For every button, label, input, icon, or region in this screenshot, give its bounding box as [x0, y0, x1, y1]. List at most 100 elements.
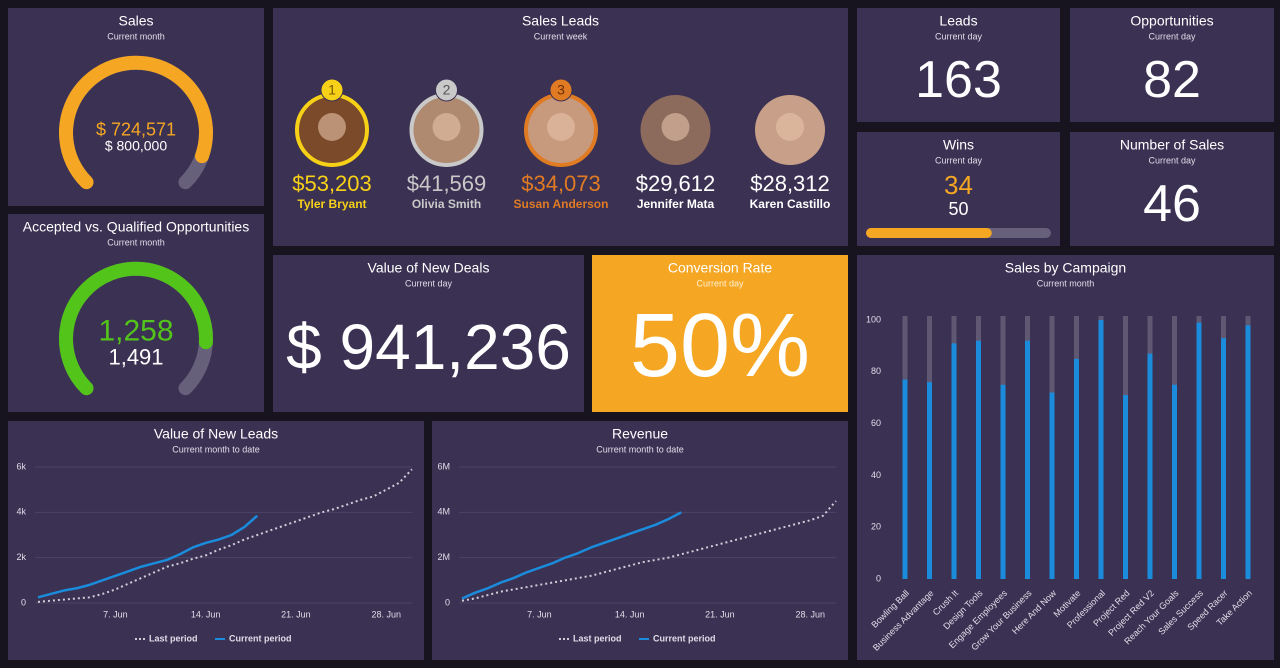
series-line	[37, 468, 413, 603]
panel-subtitle: Current month	[1037, 278, 1095, 288]
y-tick-label: 6k	[16, 461, 26, 471]
bar	[976, 340, 981, 579]
panel-title: Opportunities	[1130, 13, 1213, 29]
panel	[1070, 132, 1274, 246]
bar	[1098, 320, 1104, 579]
y-tick-label: 4k	[16, 507, 26, 517]
leader-name: Jennifer Mata	[637, 197, 715, 211]
y-tick-label: 6M	[437, 461, 450, 471]
panel	[432, 421, 848, 660]
x-tick-label: 14. Jun	[615, 609, 645, 619]
gauge-value: 1,258	[98, 315, 173, 348]
bar	[1147, 353, 1153, 579]
legend-label: Current period	[229, 633, 292, 643]
bar	[951, 343, 957, 579]
y-tick-label: 0	[21, 597, 26, 607]
panel-title: Sales by Campaign	[1005, 260, 1126, 276]
leader-name: Olivia Smith	[412, 197, 481, 211]
x-tick-label: 14. Jun	[191, 609, 221, 619]
rank-badge	[549, 78, 573, 102]
kpi-value: 46	[1143, 175, 1201, 233]
panel	[8, 214, 264, 412]
y-tick-label: 40	[871, 470, 881, 480]
bar	[1049, 392, 1055, 579]
y-tick-label: 60	[871, 418, 881, 428]
panel	[8, 8, 264, 206]
leader-name: Susan Anderson	[514, 197, 609, 211]
bar	[1221, 338, 1226, 579]
panel-subtitle: Current day	[696, 278, 744, 288]
panel-title: Sales Leads	[522, 13, 599, 29]
gauge-max: $ 800,000	[105, 137, 167, 153]
rank-label: 3	[557, 82, 565, 98]
gauge-max: 1,491	[108, 345, 163, 370]
panel	[592, 255, 848, 412]
x-tick-label: 28. Jun	[371, 609, 401, 619]
bar	[1123, 395, 1128, 579]
legend-label: Current period	[653, 633, 716, 643]
panel-subtitle: Current day	[405, 278, 453, 288]
rank-badge	[435, 78, 458, 102]
progress-bar	[866, 228, 992, 238]
kpi-value: 82	[1143, 51, 1201, 109]
y-tick-label: 2M	[437, 552, 450, 562]
kpi-value: 50%	[630, 296, 810, 396]
rank-badge	[320, 78, 344, 102]
leader-value: $28,312	[750, 171, 830, 196]
leader-value: $41,569	[407, 171, 487, 196]
rank-label: 2	[443, 82, 451, 98]
panel-title: Leads	[939, 13, 977, 29]
leader-name: Karen Castillo	[750, 197, 831, 211]
bar	[1025, 340, 1030, 579]
panel-title: Number of Sales	[1120, 137, 1224, 153]
y-tick-label: 4M	[437, 507, 450, 517]
panel-subtitle: Current week	[534, 31, 588, 41]
panel-subtitle: Current month to date	[596, 444, 684, 454]
leader-value: $29,612	[636, 171, 716, 196]
legend-label: Last period	[573, 633, 622, 643]
leader-value: $34,073	[521, 171, 601, 196]
series-line	[461, 511, 682, 600]
panel	[273, 255, 584, 412]
leader-value: $53,203	[292, 171, 372, 196]
panel-title: Value of New Deals	[368, 260, 490, 276]
series-line	[37, 514, 259, 599]
y-tick-label: 20	[871, 522, 881, 532]
panel	[857, 132, 1060, 246]
progress-target: 50	[948, 199, 968, 219]
avatar-face	[776, 113, 804, 141]
panel	[857, 255, 1274, 660]
panel-title: Conversion Rate	[668, 260, 772, 276]
gauge-value: $ 724,571	[96, 119, 176, 139]
y-tick-label: 2k	[16, 552, 26, 562]
panel-title: Wins	[943, 137, 974, 153]
panel-subtitle: Current month to date	[172, 444, 260, 454]
avatar-face	[547, 113, 575, 141]
bar	[927, 382, 932, 579]
bar	[902, 379, 908, 579]
bar	[1172, 384, 1177, 579]
legend-label: Last period	[149, 633, 198, 643]
bar	[1196, 322, 1202, 579]
bar	[1000, 384, 1006, 579]
kpi-value: $ 941,236	[286, 311, 571, 383]
rank-label: 1	[328, 82, 336, 98]
panel-subtitle: Current month	[107, 31, 165, 41]
progress-value: 34	[944, 170, 973, 200]
avatar-face	[318, 113, 346, 141]
y-tick-label: 0	[445, 597, 450, 607]
gauge-arc	[59, 55, 213, 190]
panel-title: Value of New Leads	[154, 426, 278, 442]
panel	[1070, 8, 1274, 122]
panel-title: Accepted vs. Qualified Opportunities	[23, 219, 249, 235]
bar	[1245, 325, 1251, 579]
panel-subtitle: Current day	[1148, 31, 1196, 41]
kpi-value: 163	[915, 51, 1002, 109]
panel-title: Revenue	[612, 426, 668, 442]
x-tick-label: 21. Jun	[281, 609, 311, 619]
avatar-face	[661, 113, 690, 141]
panel-title: Sales	[118, 13, 153, 29]
panel-subtitle: Current day	[935, 31, 983, 41]
